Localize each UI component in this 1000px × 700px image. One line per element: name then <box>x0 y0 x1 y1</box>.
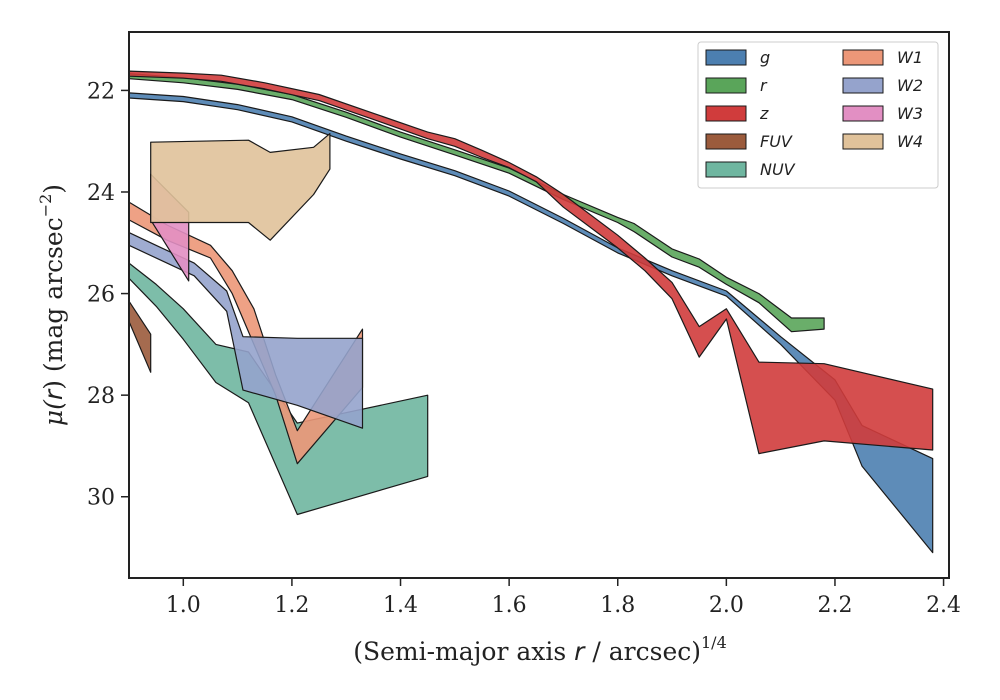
plot-frame <box>128 31 950 579</box>
legend-label-w2: W2 <box>897 76 923 95</box>
legend-swatch-nuv <box>705 161 747 178</box>
legend-swatch-w1 <box>842 49 884 66</box>
y-axis: 22 24 26 28 30 <box>87 79 129 511</box>
x-tick-label: 2.0 <box>709 593 744 618</box>
x-tick-label: 1.2 <box>274 593 309 618</box>
y-tick-label: 28 <box>87 384 115 409</box>
band-nuv <box>128 262 429 516</box>
x-tick-label: 1.4 <box>383 593 418 618</box>
band-layer <box>128 70 934 554</box>
x-tick-label: 2.4 <box>926 593 961 618</box>
y-tick-label: 30 <box>87 486 115 511</box>
legend-label-w3: W3 <box>897 104 923 123</box>
y-tick-label: 24 <box>87 181 115 206</box>
band-fuv <box>128 300 152 373</box>
y-tick-label: 22 <box>87 79 115 104</box>
x-tick-label: 2.2 <box>817 593 852 618</box>
legend-swatch-z <box>705 105 747 122</box>
legend-swatch-g <box>705 49 747 66</box>
band-w2 <box>128 232 364 429</box>
legend: grz FUV NUV W1 W2 W3 W4 <box>697 41 939 189</box>
y-axis-title: μ(r) (mag arcsec−2) <box>36 184 68 426</box>
legend-label-nuv: NUV <box>760 160 796 179</box>
legend-label-r: r <box>760 76 768 95</box>
y-tick-label: 26 <box>87 283 115 308</box>
x-tick-label: 1.0 <box>166 593 201 618</box>
legend-label-w4: W4 <box>897 132 923 151</box>
band-g <box>128 92 934 554</box>
legend-label-g: g <box>760 48 770 67</box>
legend-swatch-r <box>705 77 747 94</box>
x-axis-title: (Semi-major axis r / arcsec)1/4 <box>353 633 727 666</box>
x-tick-label: 1.8 <box>600 593 635 618</box>
x-axis: 1.0 1.2 1.4 1.6 1.8 2.0 2.2 2.4 <box>166 578 961 618</box>
legend-label-fuv: FUV <box>760 132 793 151</box>
band-z <box>128 70 934 455</box>
band-w4 <box>150 133 331 241</box>
legend-swatch-w4 <box>842 133 884 150</box>
x-tick-label: 1.6 <box>492 593 527 618</box>
legend-swatch-w3 <box>842 105 884 122</box>
legend-swatch-w2 <box>842 77 884 94</box>
legend-label-z: z <box>759 104 769 123</box>
legend-label-w1: W1 <box>897 48 923 67</box>
legend-swatch-fuv <box>705 133 747 150</box>
band-r <box>128 72 825 333</box>
